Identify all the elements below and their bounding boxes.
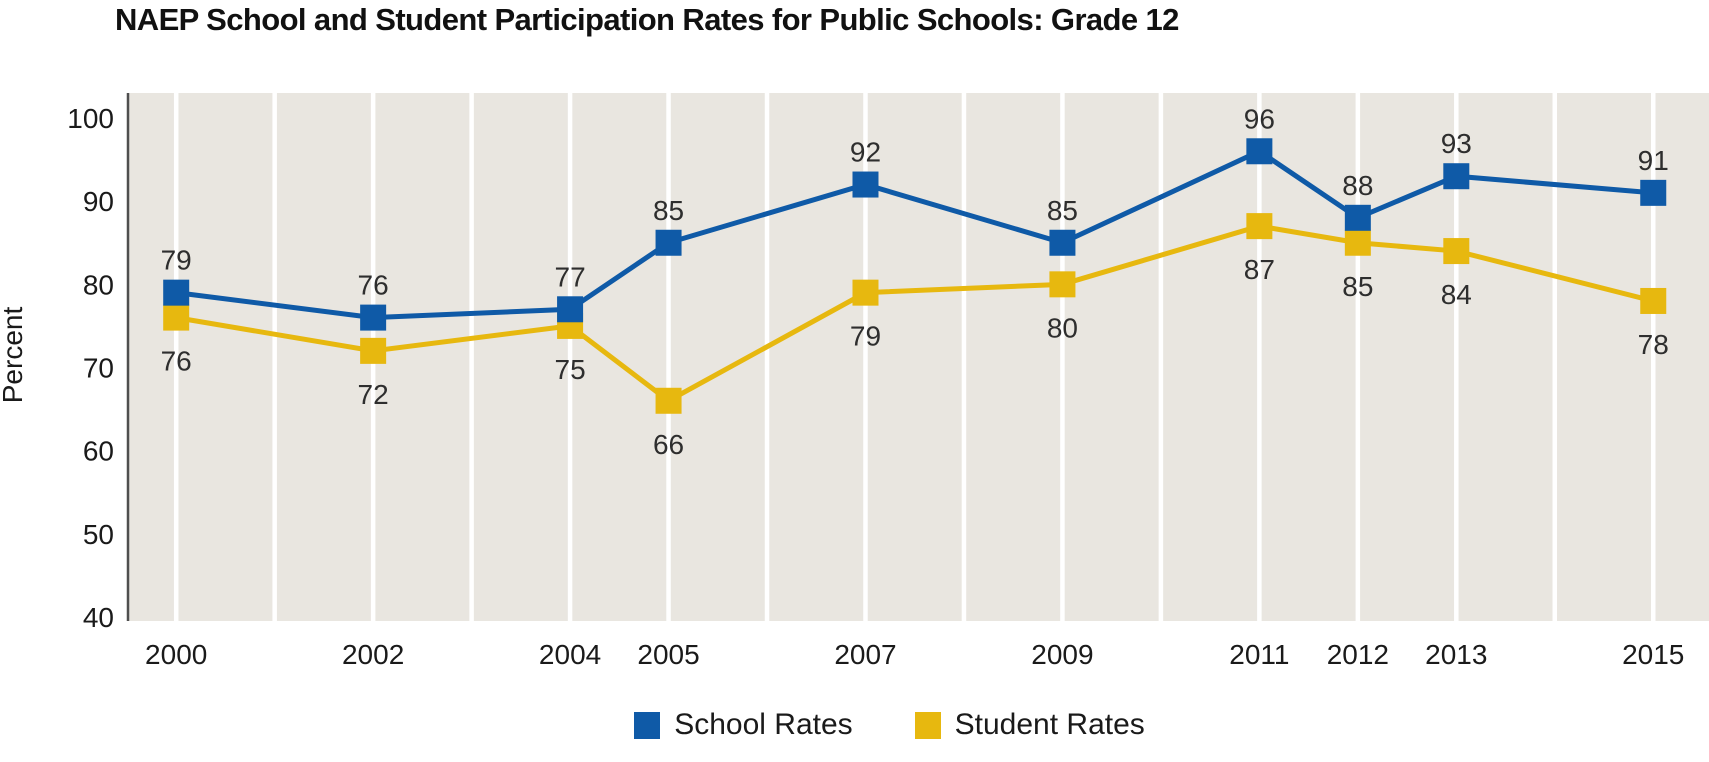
data-point-label: 77: [555, 261, 586, 292]
x-tick-label: 2002: [342, 639, 404, 670]
y-tick-label: 90: [83, 186, 114, 217]
data-point-marker-school-rates: [1049, 229, 1076, 256]
data-point-label: 79: [850, 321, 881, 352]
data-point-marker-student-rates: [163, 304, 190, 331]
data-point-label: 93: [1441, 128, 1472, 159]
data-point-marker-student-rates: [1049, 271, 1076, 298]
data-point-label: 87: [1244, 254, 1275, 285]
data-point-marker-student-rates: [360, 337, 387, 364]
x-tick-label: 2009: [1031, 639, 1093, 670]
data-point-marker-student-rates: [655, 387, 682, 414]
data-point-label: 72: [358, 379, 389, 410]
data-point-label: 78: [1638, 329, 1669, 360]
data-point-label: 79: [161, 245, 192, 276]
data-point-label: 66: [653, 429, 684, 460]
y-axis-title: Percent: [0, 307, 28, 404]
legend-label-student-rates: Student Rates: [954, 708, 1145, 741]
x-tick-label: 2000: [145, 639, 207, 670]
data-point-marker-school-rates: [360, 304, 387, 331]
data-point-marker-school-rates: [655, 229, 682, 256]
chart-title: NAEP School and Student Participation Ra…: [115, 2, 1179, 37]
x-tick-label: 2007: [834, 639, 896, 670]
y-tick-label: 50: [83, 519, 114, 550]
data-point-marker-school-rates: [1443, 163, 1470, 190]
data-point-marker-school-rates: [163, 279, 190, 306]
data-point-label: 85: [1342, 271, 1373, 302]
legend-item-student-rates: Student Rates: [914, 708, 1145, 741]
x-tick-label: 2012: [1327, 639, 1389, 670]
school-rates-swatch-icon: [634, 711, 661, 739]
data-point-label: 92: [850, 137, 881, 168]
data-point-marker-student-rates: [1246, 213, 1273, 240]
y-tick-label: 60: [83, 436, 114, 467]
data-point-label: 96: [1244, 103, 1275, 134]
data-point-marker-student-rates: [852, 279, 879, 306]
y-tick-label: 100: [67, 103, 114, 134]
data-point-marker-school-rates: [852, 171, 879, 198]
data-point-label: 75: [555, 354, 586, 385]
x-tick-label: 2011: [1229, 639, 1289, 670]
data-point-label: 85: [653, 195, 684, 226]
data-point-marker-school-rates: [1246, 138, 1273, 165]
data-point-label: 88: [1342, 170, 1373, 201]
data-point-marker-student-rates: [1344, 229, 1371, 256]
legend-item-school-rates: School Rates: [634, 708, 853, 741]
x-tick-label: 2015: [1622, 639, 1684, 670]
x-tick-label: 2005: [637, 639, 699, 670]
data-point-label: 76: [358, 270, 389, 301]
data-point-marker-school-rates: [1640, 179, 1667, 206]
y-tick-label: 70: [83, 353, 114, 384]
data-point-label: 80: [1047, 312, 1078, 343]
data-point-label: 91: [1638, 145, 1669, 176]
legend: School Rates Student Rates: [35, 710, 1709, 740]
data-point-label: 85: [1047, 195, 1078, 226]
data-point-label: 76: [161, 346, 192, 377]
y-tick-label: 80: [83, 269, 114, 300]
legend-label-school-rates: School Rates: [674, 708, 853, 741]
series-line-school-rates: [175, 148, 1654, 321]
data-point-marker-student-rates: [1640, 287, 1667, 314]
y-tick-label: 40: [83, 602, 114, 633]
data-point-marker-school-rates: [557, 296, 584, 323]
x-tick-label: 2013: [1425, 639, 1487, 670]
data-point-marker-student-rates: [1443, 238, 1470, 265]
x-tick-label: 2004: [539, 639, 601, 670]
student-rates-swatch-icon: [914, 711, 941, 739]
series-line-student-rates: [175, 223, 1654, 404]
data-point-label: 84: [1441, 279, 1472, 310]
plot-area-svg: 40 50 60 70 80 90 100 Percent 2000 2002 2004 2005 20…: [0, 93, 1709, 670]
data-point-marker-school-rates: [1344, 204, 1371, 231]
